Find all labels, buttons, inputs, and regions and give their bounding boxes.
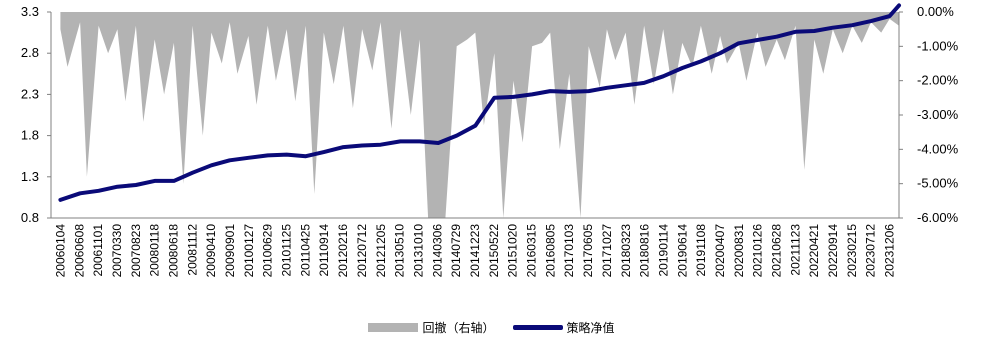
x-tick-label: 20220914 [826, 224, 840, 278]
x-tick-label: 20110914 [317, 224, 331, 277]
x-tick-label: 20180323 [619, 224, 633, 278]
x-tick-label: 20080618 [167, 224, 181, 278]
x-tick-label: 20110425 [298, 224, 312, 277]
x-tick-label: 20151020 [506, 224, 520, 278]
x-tick-label: 20120712 [355, 224, 369, 278]
x-tick-label: 20220421 [807, 224, 821, 278]
x-tick-label: 20100629 [261, 224, 275, 278]
right-tick-label: -5.00% [917, 176, 959, 191]
x-tick-label: 20101125 [280, 224, 294, 277]
x-tick-label: 20230215 [845, 224, 859, 278]
x-tick-label: 20211123 [788, 224, 802, 276]
nav-line [58, 3, 901, 202]
x-tick-label: 20081112 [185, 224, 199, 276]
x-tick-label: 20070330 [110, 224, 124, 278]
x-tick-label: 20130510 [393, 224, 407, 278]
x-tick-label: 20191108 [694, 224, 708, 277]
left-axis-ticks: 0.8 1.3 1.8 2.3 2.8 3.3 [21, 4, 51, 225]
x-tick-label: 20140306 [430, 224, 444, 278]
x-tick-label: 20121205 [374, 224, 388, 278]
x-tick-label: 20060104 [53, 224, 67, 278]
x-tick-label: 20200831 [732, 224, 746, 278]
x-tick-label: 20170605 [581, 224, 595, 278]
right-tick-label: -6.00% [917, 210, 959, 225]
x-tick-label: 20160805 [543, 224, 557, 278]
right-axis-ticks: -6.00% -5.00% -4.00% -3.00% -2.00% -1.00% 0.00… [899, 4, 959, 225]
right-tick-label: -2.00% [917, 73, 959, 88]
x-tick-label: 20170103 [562, 224, 576, 278]
x-tick-label: 20171027 [600, 224, 614, 278]
x-tick-label: 20160315 [525, 224, 539, 278]
x-tick-label: 20100127 [242, 224, 256, 278]
x-axis-ticks: 20060104 20060608 20061101 20070330 20070823… [53, 224, 896, 278]
x-tick-label: 20190114 [656, 224, 670, 277]
legend-label-nav: 策略净值 [566, 320, 615, 335]
legend-label-drawdown: 回撤（右轴） [422, 320, 495, 335]
right-tick-label: 0.00% [917, 4, 954, 19]
right-tick-label: -1.00% [917, 38, 959, 53]
x-tick-label: 20230712 [864, 224, 878, 278]
x-tick-label: 20200407 [713, 224, 727, 278]
drawdown-area-layer [60, 12, 899, 218]
x-tick-label: 20080118 [148, 224, 162, 277]
legend: 回撤（右轴） 策略净值 [0, 317, 983, 337]
x-tick-label: 20060608 [72, 224, 86, 278]
right-tick-label: -3.00% [917, 107, 959, 122]
left-tick-label: 0.8 [21, 210, 39, 225]
left-tick-label: 3.3 [21, 4, 39, 19]
nav-line-layer [58, 3, 901, 202]
x-tick-label: 20090410 [204, 224, 218, 278]
x-tick-label: 20141223 [468, 224, 482, 278]
left-tick-label: 2.8 [21, 45, 39, 60]
right-tick-label: -4.00% [917, 141, 959, 156]
x-tick-label: 20231206 [883, 224, 897, 278]
x-tick-label: 20140729 [449, 224, 463, 278]
left-tick-label: 1.8 [21, 128, 39, 143]
legend-item-nav: 策略净值 [512, 319, 615, 336]
drawdown-area [60, 12, 899, 218]
x-tick-label: 20070823 [129, 224, 143, 278]
x-tick-label: 20090901 [223, 224, 237, 278]
x-tick-label: 20210126 [751, 224, 765, 278]
x-tick-label: 20180816 [638, 224, 652, 278]
left-tick-label: 1.3 [21, 169, 39, 184]
x-tick-label: 20150522 [487, 224, 501, 278]
x-tick-label: 20120216 [336, 224, 350, 278]
x-tick-label: 20190614 [675, 224, 689, 278]
x-tick-label: 20061101 [91, 224, 105, 277]
legend-item-drawdown: 回撤（右轴） [368, 319, 495, 336]
legend-swatch-nav [512, 324, 563, 330]
x-tick-label: 20210628 [770, 224, 784, 278]
x-tick-label: 20131010 [412, 224, 426, 278]
legend-swatch-drawdown [368, 322, 419, 332]
left-tick-label: 2.3 [21, 86, 39, 101]
